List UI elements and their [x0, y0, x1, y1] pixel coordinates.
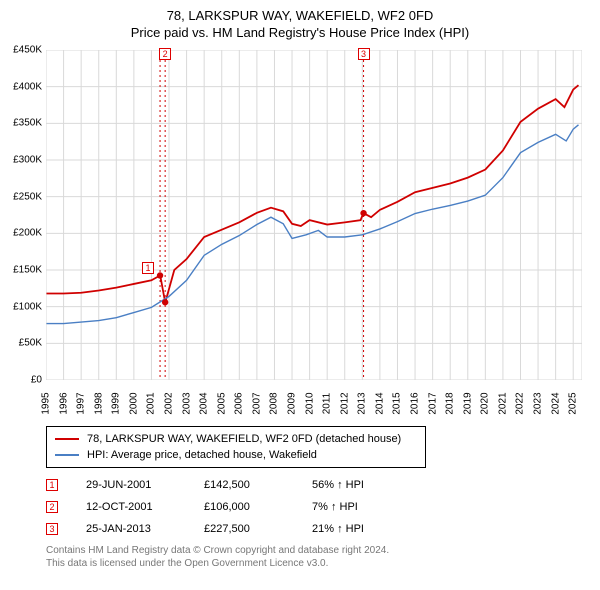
x-tick-label: 2016: [410, 392, 421, 414]
title-subtitle: Price paid vs. HM Land Registry's House …: [0, 25, 600, 40]
y-tick-label: £400K: [13, 81, 42, 92]
x-tick-label: 2018: [445, 392, 456, 414]
sale-marker-2: 2: [159, 48, 171, 60]
y-tick-label: £250K: [13, 191, 42, 202]
sales-row: 1 29-JUN-2001 £142,500 56% ↑ HPI: [46, 474, 590, 496]
legend: 78, LARKSPUR WAY, WAKEFIELD, WF2 0FD (de…: [46, 426, 426, 468]
x-tick-label: 2025: [568, 392, 579, 414]
sales-date: 25-JAN-2013: [86, 523, 176, 535]
x-tick-label: 2002: [164, 392, 175, 414]
footer-line1: Contains HM Land Registry data © Crown c…: [46, 544, 590, 557]
sales-table: 1 29-JUN-2001 £142,500 56% ↑ HPI 2 12-OCT-200…: [46, 474, 590, 540]
x-tick-label: 2012: [339, 392, 350, 414]
legend-label: 78, LARKSPUR WAY, WAKEFIELD, WF2 0FD (de…: [87, 433, 401, 445]
x-tick-label: 2000: [128, 392, 139, 414]
sales-price: £227,500: [204, 523, 284, 535]
legend-swatch: [55, 454, 79, 456]
x-tick-label: 1998: [93, 392, 104, 414]
x-tick-label: 2022: [515, 392, 526, 414]
y-tick-label: £300K: [13, 155, 42, 166]
legend-row: HPI: Average price, detached house, Wake…: [55, 447, 417, 463]
x-tick-label: 2006: [234, 392, 245, 414]
x-tick-label: 2004: [199, 392, 210, 414]
x-tick-label: 2014: [374, 392, 385, 414]
sales-date: 12-OCT-2001: [86, 501, 176, 513]
x-tick-label: 2023: [533, 392, 544, 414]
footer: Contains HM Land Registry data © Crown c…: [46, 544, 590, 570]
x-tick-label: 2021: [497, 392, 508, 414]
page: 78, LARKSPUR WAY, WAKEFIELD, WF2 0FD Pri…: [0, 0, 600, 590]
legend-row: 78, LARKSPUR WAY, WAKEFIELD, WF2 0FD (de…: [55, 431, 417, 447]
x-tick-label: 1999: [111, 392, 122, 414]
sales-price: £106,000: [204, 501, 284, 513]
y-tick-label: £150K: [13, 265, 42, 276]
sales-marker: 3: [46, 523, 58, 535]
x-tick-label: 1996: [58, 392, 69, 414]
x-tick-label: 2017: [427, 392, 438, 414]
x-tick-label: 1995: [41, 392, 52, 414]
y-tick-label: £350K: [13, 118, 42, 129]
sales-date: 29-JUN-2001: [86, 479, 176, 491]
sales-marker: 2: [46, 501, 58, 513]
title-block: 78, LARKSPUR WAY, WAKEFIELD, WF2 0FD Pri…: [0, 0, 600, 44]
x-tick-label: 2010: [304, 392, 315, 414]
legend-swatch: [55, 438, 79, 440]
x-tick-label: 1997: [76, 392, 87, 414]
legend-label: HPI: Average price, detached house, Wake…: [87, 449, 317, 461]
sales-pct: 56% ↑ HPI: [312, 479, 402, 491]
title-address: 78, LARKSPUR WAY, WAKEFIELD, WF2 0FD: [0, 8, 600, 23]
x-tick-label: 2005: [216, 392, 227, 414]
sale-marker-1: 1: [142, 262, 154, 274]
sale-marker-3: 3: [358, 48, 370, 60]
sales-row: 2 12-OCT-2001 £106,000 7% ↑ HPI: [46, 496, 590, 518]
chart: £0£50K£100K£150K£200K£250K£300K£350K£400…: [46, 50, 582, 380]
y-tick-label: £0: [31, 375, 42, 386]
sales-price: £142,500: [204, 479, 284, 491]
x-tick-label: 2007: [251, 392, 262, 414]
x-tick-label: 2011: [322, 393, 333, 415]
chart-svg: [46, 50, 582, 380]
x-tick-label: 2019: [462, 392, 473, 414]
x-tick-label: 2003: [181, 392, 192, 414]
sales-marker: 1: [46, 479, 58, 491]
x-tick-label: 2013: [357, 392, 368, 414]
y-tick-label: £50K: [19, 338, 42, 349]
sales-row: 3 25-JAN-2013 £227,500 21% ↑ HPI: [46, 518, 590, 540]
footer-line2: This data is licensed under the Open Gov…: [46, 557, 590, 570]
y-tick-label: £200K: [13, 228, 42, 239]
x-tick-label: 2009: [287, 392, 298, 414]
y-tick-label: £100K: [13, 301, 42, 312]
sales-pct: 21% ↑ HPI: [312, 523, 402, 535]
x-tick-label: 2008: [269, 392, 280, 414]
x-tick-label: 2020: [480, 392, 491, 414]
x-tick-label: 2024: [550, 392, 561, 414]
sales-pct: 7% ↑ HPI: [312, 501, 402, 513]
x-tick-label: 2001: [146, 392, 157, 414]
x-tick-label: 2015: [392, 392, 403, 414]
y-tick-label: £450K: [13, 45, 42, 56]
